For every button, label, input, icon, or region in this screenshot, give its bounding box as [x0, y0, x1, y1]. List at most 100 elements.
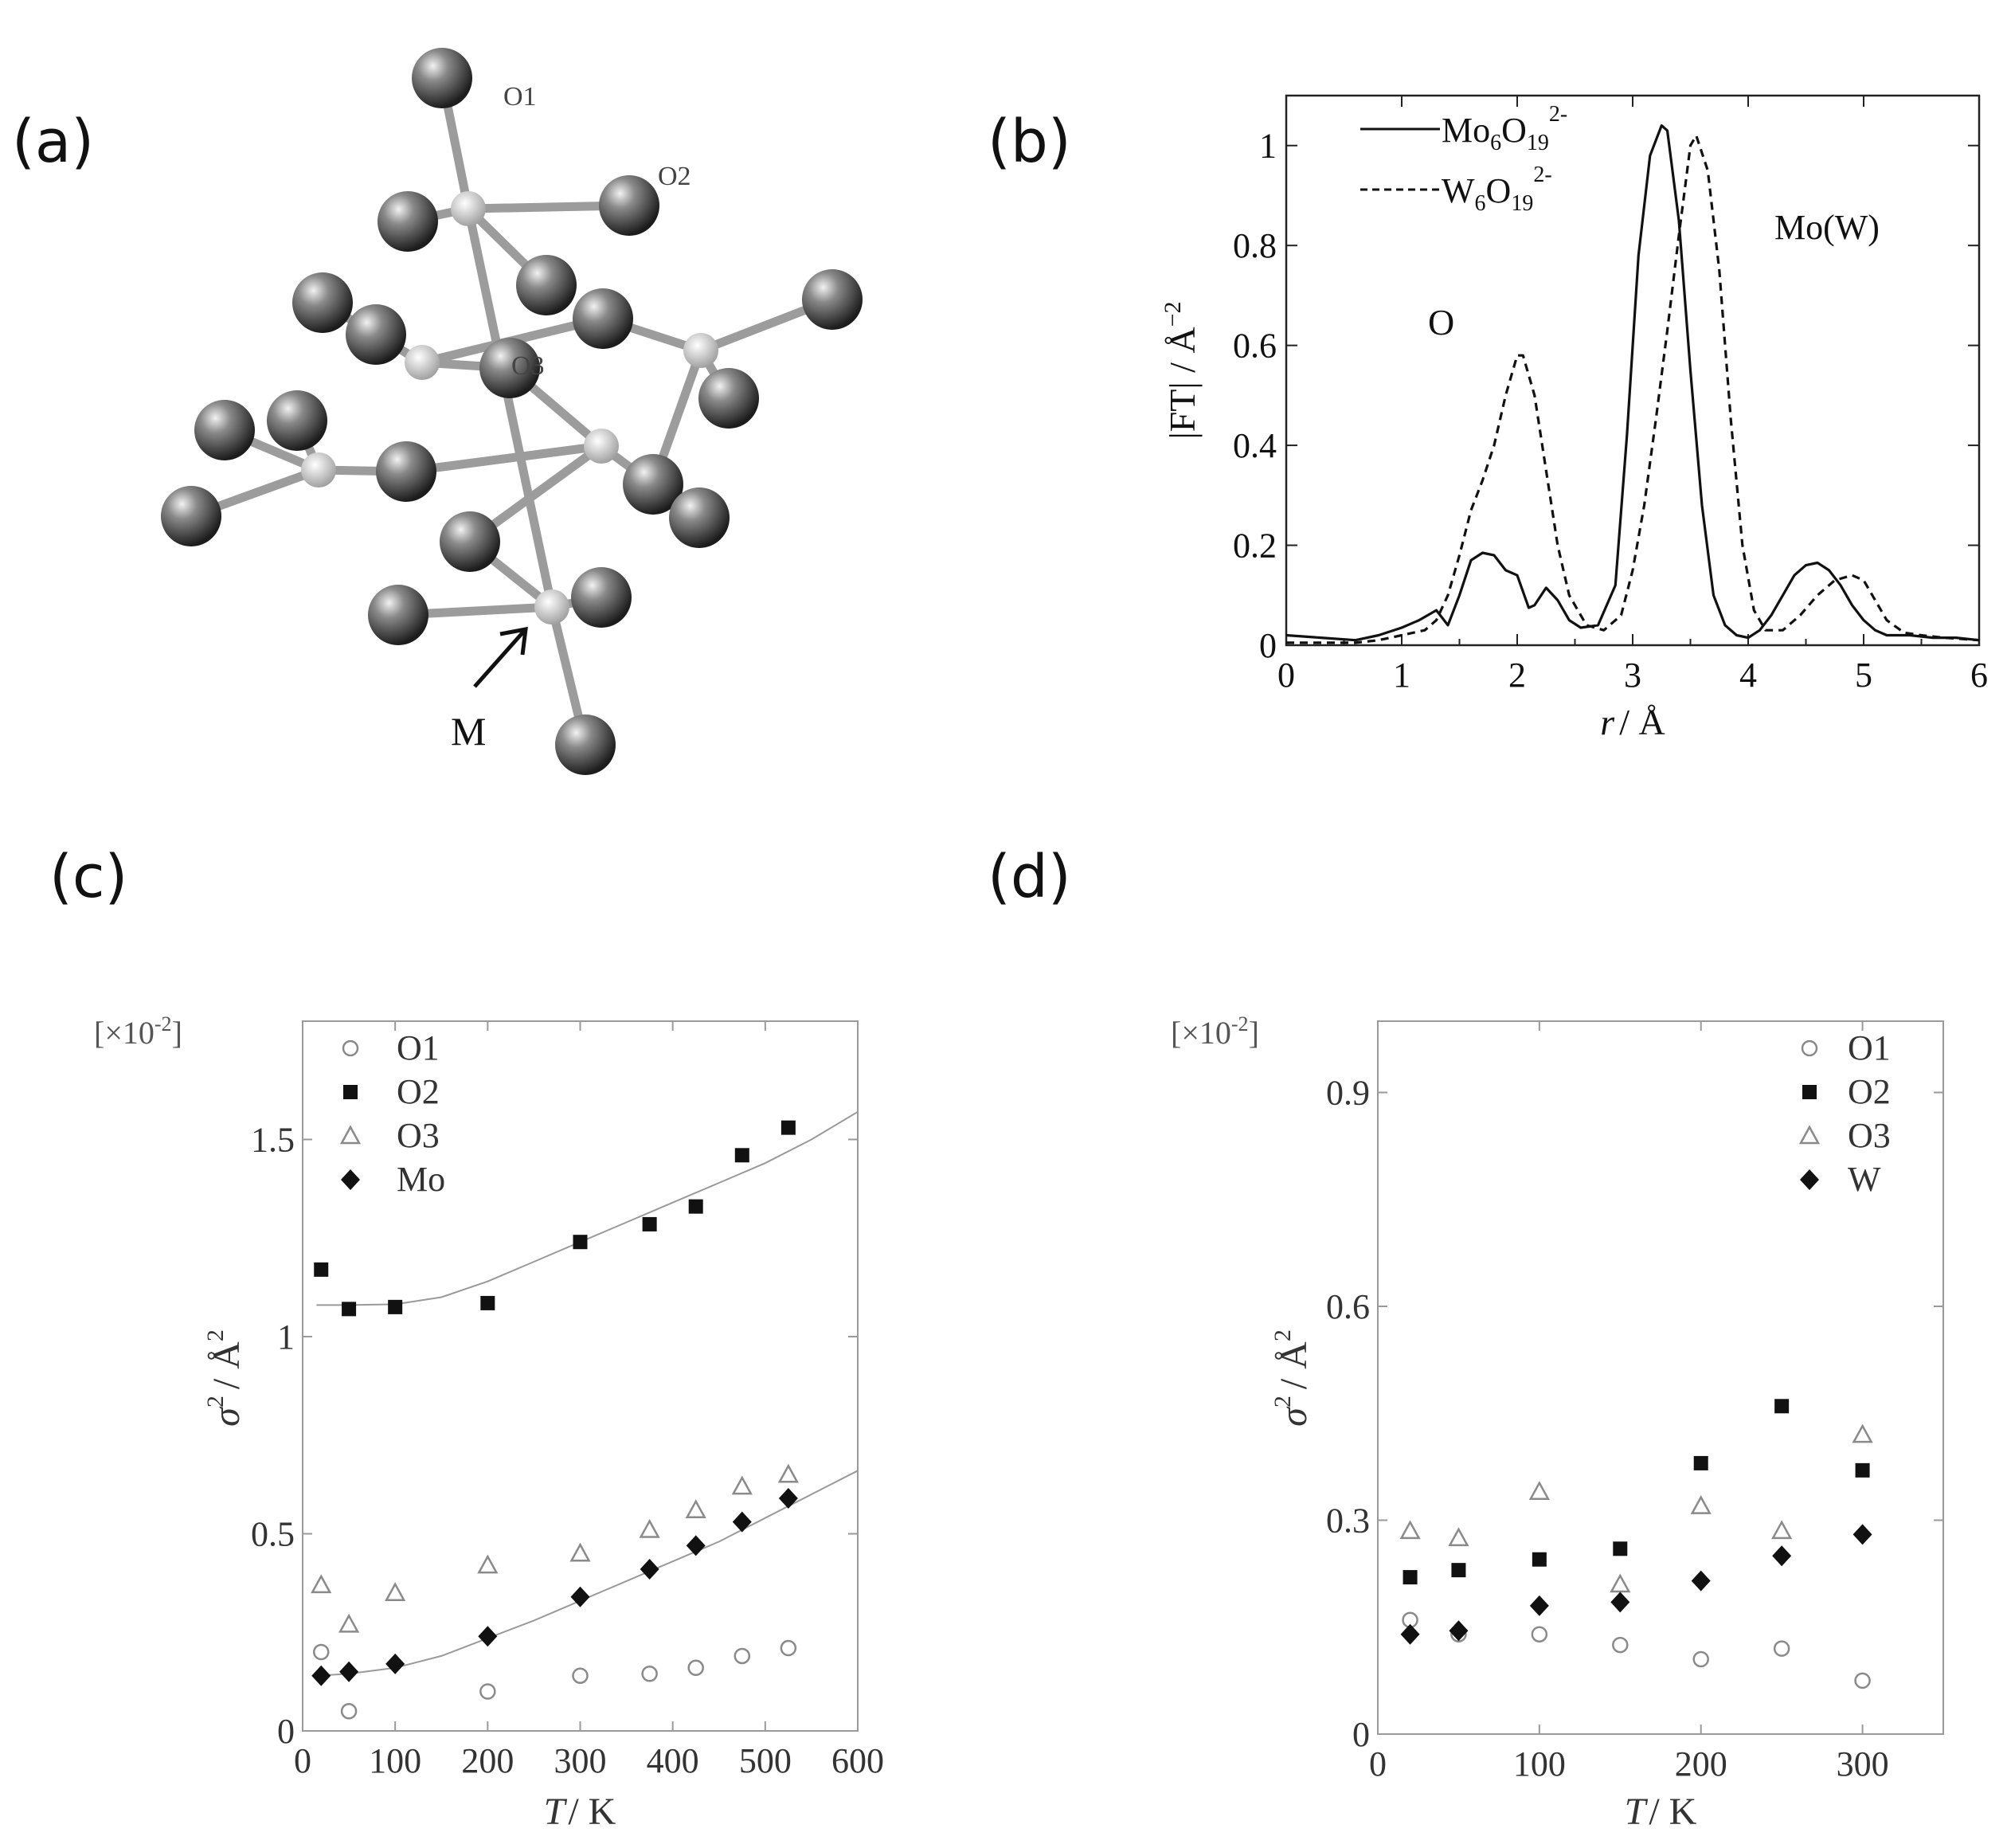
- x-tick-label-d: 200: [1675, 1744, 1727, 1783]
- panel-label-a: (a): [12, 108, 95, 176]
- y-axis-label-c: σ2/ Å2: [202, 1329, 248, 1427]
- x-axis-label-d: T/ K: [1625, 1791, 1697, 1833]
- legend-marker-w: [1800, 1169, 1819, 1190]
- x-tick-label-b: 4: [1739, 656, 1757, 695]
- x-tick-label-b: 3: [1624, 656, 1641, 695]
- legend-marker-mo: [341, 1169, 360, 1190]
- metal-atom: [584, 429, 619, 464]
- data-point-o1: [1531, 1626, 1548, 1642]
- data-point-mo: [478, 1626, 498, 1647]
- chart-d: 0 100 200 300 0 0.3 0.6 0.9 O1 O2 O3 W [×10-2] T/ …: [1171, 1012, 1944, 1833]
- data-point-mo: [732, 1511, 752, 1533]
- data-point-o2: [642, 1216, 657, 1231]
- oxygen-atom: [412, 48, 472, 108]
- data-point-o1: [641, 1665, 658, 1682]
- ticks-c: 0 100 200 300 400 500 600 0 0.5 1 1.5: [251, 1021, 884, 1780]
- data-point-o1: [1854, 1672, 1871, 1689]
- series-b: [1285, 124, 1980, 644]
- data-point-o2: [1855, 1462, 1870, 1478]
- data-point-w: [1529, 1595, 1549, 1616]
- data-point-o3: [1448, 1527, 1469, 1547]
- data-point-o1: [1773, 1640, 1790, 1657]
- oxygen-atom: [440, 511, 500, 572]
- data-point-o1: [780, 1639, 797, 1657]
- y-tick-label-b: 0.2: [1233, 527, 1277, 566]
- annotation-mow: Mo(W): [1774, 208, 1880, 247]
- data-point-o2: [342, 1302, 357, 1317]
- metal-atom: [405, 345, 440, 380]
- data-point-o2: [573, 1235, 588, 1250]
- data-point-o1: [1692, 1650, 1709, 1668]
- data-point-o3: [569, 1542, 591, 1562]
- data-point-o2: [1613, 1541, 1628, 1556]
- data-point-o2: [314, 1262, 329, 1277]
- data-point-o3: [1690, 1495, 1712, 1514]
- legend-marker-o3: [1798, 1125, 1821, 1145]
- series-line-w: [1286, 134, 1980, 644]
- data-point-w: [1610, 1592, 1630, 1613]
- ticks-d: 0 100 200 300 0 0.3 0.6 0.9: [1326, 1021, 1943, 1783]
- legend-marker-o1: [342, 1040, 359, 1057]
- y-tick-label-d: 0: [1352, 1715, 1370, 1754]
- legend-marker-o3: [339, 1125, 362, 1145]
- plot-frame-b: [1285, 94, 1981, 647]
- plot-frame-c: [302, 1020, 859, 1732]
- label-o2: O2: [658, 162, 691, 191]
- data-point-o3: [1399, 1520, 1421, 1540]
- x-axis-label-c: T/ K: [544, 1791, 616, 1833]
- legend-label-mo: Mo6O192-: [1442, 102, 1567, 155]
- legend-label-o1: O1: [397, 1028, 440, 1067]
- data-point-mo: [778, 1487, 798, 1509]
- data-point-w: [1772, 1545, 1792, 1567]
- data-point-o3: [477, 1554, 499, 1574]
- x-tick-label-b: 6: [1970, 656, 1988, 695]
- data-point-mo: [686, 1535, 706, 1556]
- panel-label-d: (d): [988, 843, 1071, 911]
- x-tick-label-c: 200: [461, 1741, 514, 1780]
- bond: [464, 207, 557, 609]
- data-point-mo: [385, 1653, 405, 1674]
- legend-marker-o1: [1801, 1040, 1818, 1057]
- legend-c: O1 O2 O3 Mo: [339, 1028, 445, 1199]
- y-tick-label-c: 1: [277, 1317, 295, 1357]
- data-point-w: [1449, 1620, 1469, 1642]
- x-tick-label-c: 600: [831, 1741, 884, 1780]
- data-point-mo: [339, 1661, 359, 1682]
- x-axis-label-b: r / Å: [1600, 702, 1665, 742]
- y-tick-label-b: 0: [1259, 626, 1277, 665]
- data-point-o3: [338, 1613, 360, 1633]
- y-tick-label-c: 0: [277, 1712, 295, 1751]
- data-point-o2: [1774, 1399, 1790, 1414]
- data-point-o1: [312, 1643, 330, 1661]
- data-point-o1: [479, 1683, 496, 1700]
- oxygen-atom: [698, 368, 759, 429]
- points-c: [311, 1120, 799, 1720]
- ticks-b: 0 1 2 3 4 5 6 0 0.2 0.4 0.6 0.8 1: [1233, 96, 1988, 695]
- oxygen-atom: [194, 400, 255, 460]
- data-point-o3: [311, 1574, 332, 1594]
- x-tick-label-c: 100: [369, 1741, 421, 1780]
- panel-label-b: (b): [988, 108, 1071, 176]
- multiplier-d: [×10-2]: [1171, 1012, 1259, 1051]
- label-m: M: [451, 709, 486, 754]
- y-tick-label-d: 0.6: [1326, 1287, 1370, 1326]
- data-point-o2: [780, 1120, 796, 1135]
- chart-c: 0 100 200 300 400 500 600 0 0.5 1 1.5 O1 O2 O3 Mo [×1…: [94, 1012, 884, 1833]
- metal-atom: [301, 452, 336, 487]
- legend-d: O1 O2 O3 W: [1798, 1028, 1891, 1199]
- x-tick-label-c: 300: [554, 1741, 607, 1780]
- data-point-o2: [734, 1148, 749, 1163]
- legend-marker-o2: [343, 1085, 358, 1099]
- legend-marker-o2: [1802, 1085, 1817, 1099]
- oxygen-atom: [623, 454, 683, 515]
- legend-label-mo: Mo: [397, 1160, 445, 1199]
- data-point-mo: [311, 1665, 331, 1686]
- oxygen-atom: [516, 255, 577, 315]
- oxygen-atom: [376, 441, 436, 502]
- legend-b: Mo6O192- W6O192-: [1360, 102, 1567, 216]
- data-point-o2: [480, 1295, 495, 1310]
- metal-atom: [451, 191, 486, 226]
- series-line-mo: [1285, 124, 1980, 642]
- data-point-o2: [1403, 1570, 1418, 1585]
